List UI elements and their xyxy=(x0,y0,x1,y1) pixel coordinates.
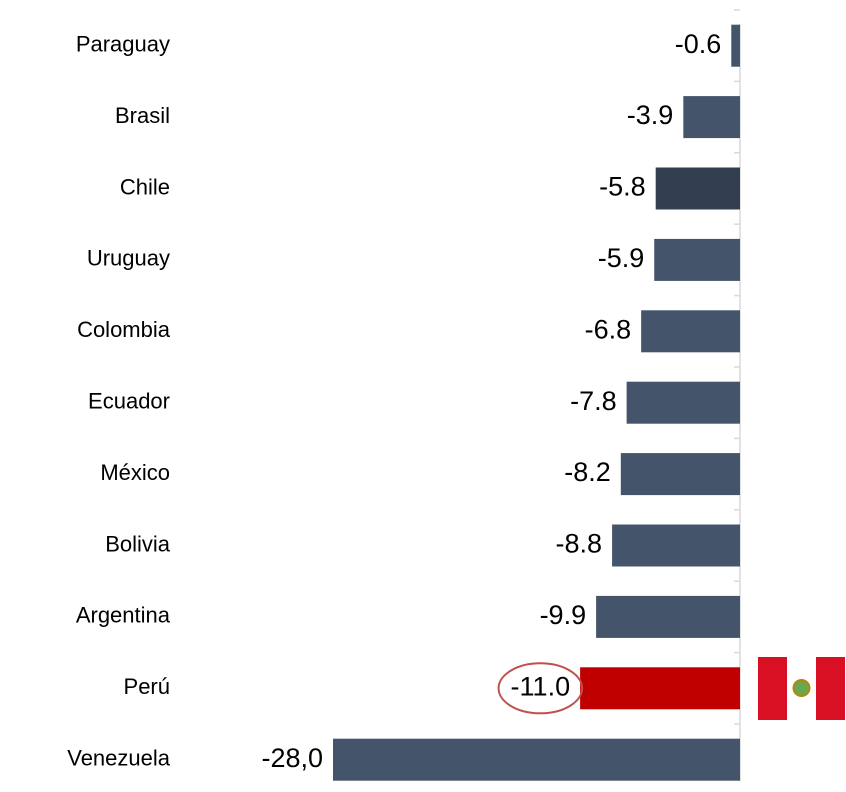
bar xyxy=(580,667,740,710)
bar xyxy=(620,453,740,496)
flag-emblem xyxy=(792,679,811,697)
bar xyxy=(641,310,740,353)
bar xyxy=(683,96,740,139)
category-label: Argentina xyxy=(76,603,171,628)
bar xyxy=(655,167,740,210)
value-label: -5.9 xyxy=(598,243,645,273)
category-label: Venezuela xyxy=(67,746,171,771)
category-label: Uruguay xyxy=(87,246,170,271)
bar xyxy=(596,595,740,638)
value-label: -9.9 xyxy=(540,600,587,630)
value-label: -6.8 xyxy=(585,314,632,344)
highlight-circle xyxy=(497,662,584,715)
category-label: Bolivia xyxy=(105,531,171,556)
bar xyxy=(654,238,740,281)
bar xyxy=(333,738,740,781)
value-label: -0.6 xyxy=(675,29,722,59)
category-label: Brasil xyxy=(115,103,170,128)
flag-stripe xyxy=(758,657,787,720)
peru-flag xyxy=(758,657,845,720)
value-label: -7.8 xyxy=(570,386,617,416)
value-label: -8.2 xyxy=(564,457,611,487)
bar xyxy=(612,524,740,567)
value-label: -8.8 xyxy=(556,529,603,559)
category-label: Paraguay xyxy=(76,32,170,57)
value-label: -28,0 xyxy=(261,743,323,773)
category-label: Perú xyxy=(124,674,170,699)
category-label: Colombia xyxy=(77,317,171,342)
value-label: -11.0 xyxy=(511,671,571,701)
bar xyxy=(731,24,740,67)
category-label: Ecuador xyxy=(88,389,170,414)
category-label: México xyxy=(100,460,170,485)
flag-stripe xyxy=(816,657,845,720)
category-label: Chile xyxy=(120,174,170,199)
value-label: -3.9 xyxy=(627,100,674,130)
value-label: -5.8 xyxy=(599,172,646,202)
bar xyxy=(626,381,740,424)
